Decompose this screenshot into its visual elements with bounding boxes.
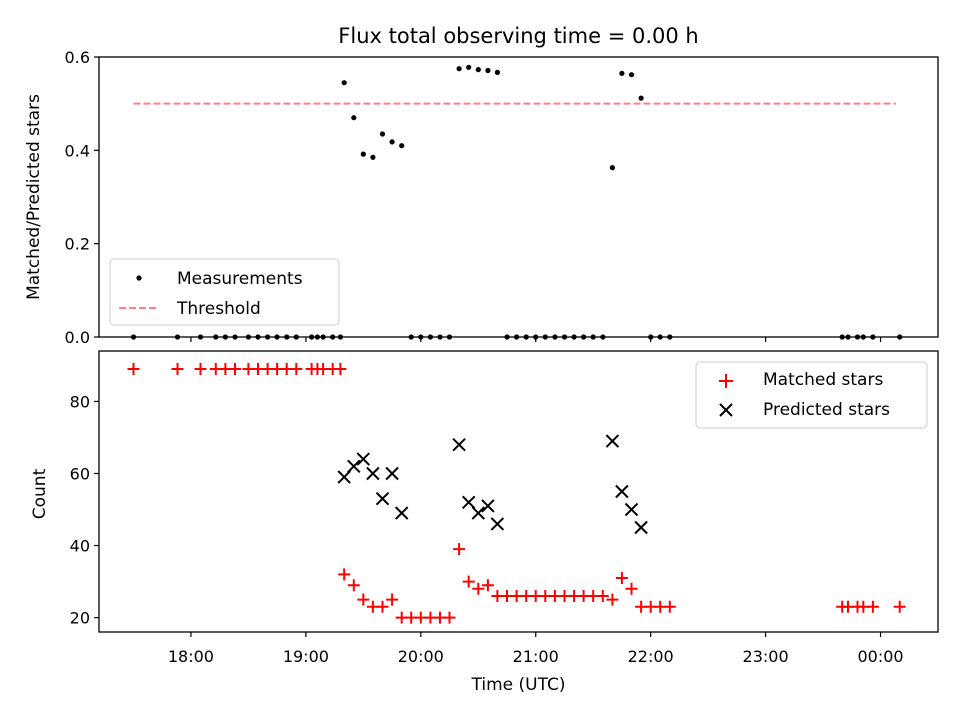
legend-predicted-marker — [719, 403, 733, 417]
measurement-point — [456, 66, 462, 72]
measurement-point — [485, 67, 491, 74]
measurement-point — [351, 115, 357, 121]
legend-predicted-label: Predicted stars — [763, 400, 890, 420]
measurement-point — [494, 69, 500, 75]
measurement-point — [360, 151, 366, 157]
matched-star-point — [663, 600, 676, 613]
matched-star-point — [462, 575, 475, 588]
bottom-x-tick-label: 19:00 — [283, 647, 329, 666]
legend-matched-label: Matched stars — [763, 370, 883, 390]
matched-star-point — [171, 363, 184, 375]
measurement-point — [370, 154, 376, 160]
matched-star-point — [443, 611, 456, 624]
matched-star-point — [376, 600, 389, 613]
measurement-point — [466, 64, 472, 70]
bottom-y-tick-label: 60 — [70, 464, 90, 483]
measurement-point — [628, 72, 635, 78]
matched-star-point — [338, 568, 351, 581]
measurement-point — [399, 143, 405, 149]
top-y-tick-label: 0.0 — [65, 328, 90, 347]
bottom-axes-frame — [98, 350, 939, 633]
matched-star-point — [334, 363, 347, 375]
predicted-star-point — [337, 470, 351, 484]
matched-star-point — [386, 593, 399, 606]
bottom-x-tick-label: 22:00 — [628, 647, 674, 666]
predicted-star-point — [452, 437, 466, 452]
matched-star-point — [127, 363, 140, 375]
measurement-point — [609, 165, 616, 171]
bottom-x-tick-label: 21:00 — [513, 647, 559, 666]
matched-star-point — [625, 582, 638, 595]
top-y-axis-label: Matched/Predicted stars — [24, 94, 44, 300]
predicted-star-point — [481, 499, 495, 513]
measurement-point — [379, 131, 386, 137]
x-axis-label: Time (UTC) — [471, 675, 566, 695]
measurement-point — [341, 80, 347, 86]
legend-measurements-label: Measurements — [177, 269, 303, 289]
matched-star-point — [229, 363, 241, 375]
top-y-tick-label: 0.6 — [65, 48, 90, 67]
matched-star-point — [596, 590, 609, 602]
bottom-y-tick-label: 40 — [70, 537, 90, 556]
legend-matched-marker — [719, 374, 733, 388]
chart-title: Flux total observing time = 0.00 h — [338, 24, 698, 48]
predicted-star-point — [490, 517, 505, 531]
predicted-star-point — [461, 495, 476, 510]
matched-star-point — [866, 600, 879, 613]
top-legend-box — [109, 258, 340, 326]
bottom-x-tick-label: 23:00 — [743, 647, 789, 666]
predicted-star-point — [471, 506, 486, 520]
measurement-point — [475, 67, 481, 73]
predicted-star-point — [634, 520, 648, 535]
matched-star-point — [893, 600, 906, 613]
matched-star-point — [453, 543, 466, 556]
bottom-y-ticks: 20 40 60 80 — [70, 392, 99, 628]
top-legend: Measurements Threshold — [109, 258, 340, 326]
predicted-star-point — [356, 452, 371, 466]
top-panel: 0.0 0.2 0.4 0.6 Matched/Predicted stars Mea… — [24, 48, 939, 347]
measurement-point — [638, 95, 644, 101]
predicted-star-point — [624, 502, 639, 517]
bottom-y-tick-label: 20 — [70, 609, 90, 628]
bottom-x-tick-label: 20:00 — [398, 647, 444, 666]
bottom-plot-area — [127, 363, 906, 624]
predicted-star-point — [347, 459, 361, 474]
matched-star-point — [357, 593, 370, 606]
measurement-point — [619, 70, 625, 76]
top-y-ticks: 0.0 0.2 0.4 0.6 — [65, 48, 99, 347]
legend-measurements-marker — [136, 275, 142, 281]
matched-star-point — [481, 579, 494, 592]
predicted-star-point — [394, 506, 409, 520]
bottom-x-tick-label: 00:00 — [857, 647, 903, 666]
legend-threshold-label: Threshold — [176, 299, 261, 319]
bottom-legend: Matched stars Predicted stars — [695, 361, 928, 429]
bottom-x-tick-label: 18:00 — [168, 647, 214, 666]
predicted-star-point — [375, 491, 390, 506]
bottom-panel: 20 40 60 80 18:00 19:00 20:00 21:00 22:00 23:00 0… — [30, 350, 939, 695]
matched-star-point — [290, 363, 303, 375]
matched-star-point — [472, 582, 485, 595]
predicted-star-point — [605, 434, 620, 448]
matched-star-point — [615, 572, 628, 584]
bottom-y-tick-label: 80 — [70, 392, 90, 411]
measurement-point — [389, 139, 395, 145]
bottom-legend-box — [695, 361, 928, 429]
matched-star-point — [194, 363, 207, 375]
bottom-y-axis-label: Count — [30, 468, 50, 519]
top-y-tick-label: 0.2 — [65, 235, 90, 254]
top-y-tick-label: 0.4 — [65, 141, 90, 160]
top-axes-frame — [98, 56, 939, 338]
predicted-star-point — [366, 466, 380, 481]
top-x-ticks — [190, 337, 882, 342]
bottom-x-ticks: 18:00 19:00 20:00 21:00 22:00 23:00 00:00 — [168, 632, 904, 666]
matched-star-point — [347, 579, 360, 592]
predicted-star-point — [385, 466, 399, 481]
matched-star-point — [606, 593, 619, 606]
predicted-star-point — [615, 484, 629, 499]
